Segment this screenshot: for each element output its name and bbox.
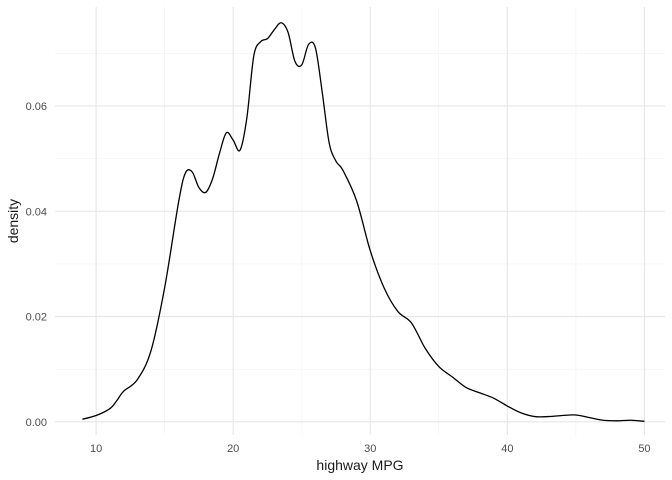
- x-tick-label: 10: [90, 443, 102, 455]
- x-tick-label: 50: [638, 443, 650, 455]
- x-axis-tick-labels: 10 20 30 40 50: [90, 443, 651, 455]
- series-layer: [82, 22, 645, 422]
- y-tick-label: 0.06: [26, 101, 47, 113]
- y-tick-label: 0.00: [26, 417, 47, 429]
- y-axis-title: density: [5, 199, 21, 243]
- major-gridlines: [55, 7, 665, 435]
- minor-gridlines: [55, 7, 665, 435]
- x-tick-label: 20: [227, 443, 239, 455]
- y-axis-tick-labels: 0.00 0.02 0.04 0.06: [26, 101, 47, 429]
- y-tick-label: 0.02: [26, 312, 47, 324]
- x-axis-title: highway MPG: [316, 457, 403, 473]
- x-tick-label: 40: [501, 443, 513, 455]
- x-tick-label: 30: [364, 443, 376, 455]
- y-tick-label: 0.04: [26, 206, 47, 218]
- density-curve: [82, 22, 645, 422]
